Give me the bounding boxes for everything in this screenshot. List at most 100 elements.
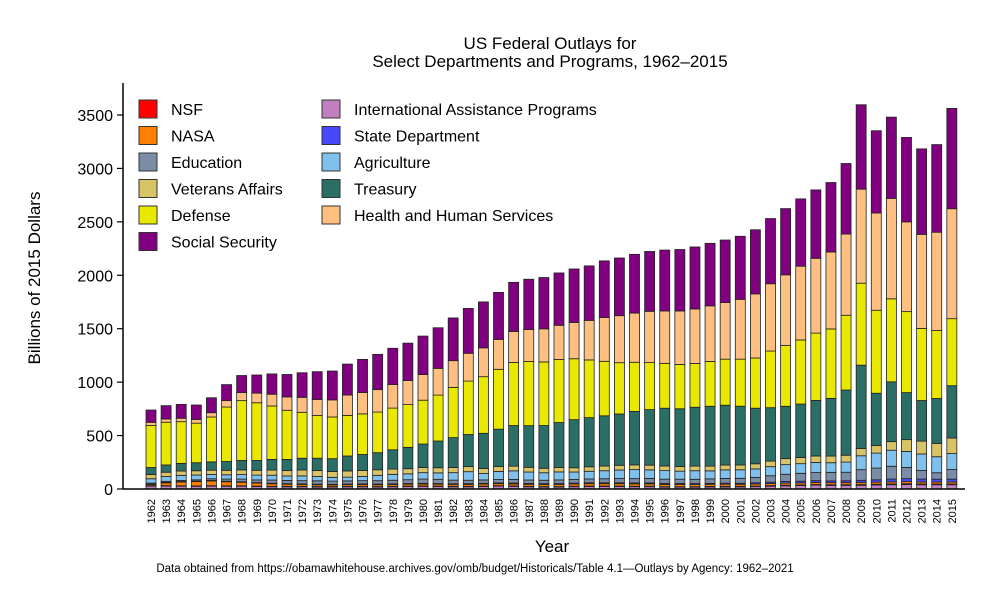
bar-segment-education-2006	[810, 472, 822, 482]
bar-segment-veterans-affairs-2012	[901, 439, 912, 452]
x-tick-label: 1981	[433, 499, 445, 523]
legend-item-defense: Defense	[138, 205, 231, 225]
bar-segment-veterans-affairs-1979	[402, 468, 414, 475]
bar-segment-agriculture-1999	[704, 470, 716, 480]
bar-segment-defense-1973	[311, 415, 323, 459]
x-tick-label: 1982	[448, 499, 460, 523]
bar-segment-treasury-1989	[553, 422, 565, 468]
legend-item-treasury: Treasury	[321, 179, 417, 199]
x-tick-label: 1970	[267, 499, 279, 523]
bar-segment-agriculture-1973	[311, 476, 323, 482]
bar-segment-social-security-1965	[190, 404, 202, 420]
bar-segment-veterans-affairs-1963	[160, 471, 172, 477]
bar-segment-treasury-2015	[946, 385, 958, 439]
bar-segment-treasury-2013	[916, 400, 928, 442]
bar-segment-agriculture-1988	[538, 472, 550, 481]
bar-segment-social-security-1982	[447, 317, 459, 362]
bar-segment-defense-1997	[674, 364, 686, 410]
bar-stack-2009: 2009	[855, 104, 868, 523]
bar-segment-veterans-affairs-1970	[266, 469, 278, 476]
bar-segment-agriculture-1980	[417, 472, 429, 480]
x-tick-label: 1968	[237, 499, 249, 523]
bar-segment-defense-1977	[372, 411, 384, 454]
bar-segment-veterans-affairs-1972	[296, 469, 308, 477]
bar-segment-education-1985	[493, 479, 504, 484]
bar-segment-defense-1979	[402, 404, 414, 448]
bar-segment-treasury-2011	[885, 381, 897, 443]
bar-segment-treasury-1996	[659, 407, 671, 467]
bar-segment-defense-2005	[795, 339, 807, 405]
bar-segment-treasury-2001	[734, 405, 746, 466]
bar-segment-health-and-human-services-1963	[160, 418, 172, 423]
bar-segment-defense-1994	[629, 361, 640, 412]
bar-segment-treasury-1977	[372, 452, 384, 471]
bar-segment-defense-1968	[236, 400, 248, 461]
bar-segment-defense-1996	[659, 362, 671, 409]
bar-segment-defense-2008	[840, 314, 852, 391]
bar-segment-health-and-human-services-1991	[583, 319, 595, 361]
bar-stack-1967: 1967	[221, 384, 234, 523]
bar-segment-education-1990	[568, 479, 580, 484]
legend: NSF NASA Education Veterans Affairs Defense S…	[138, 99, 597, 252]
bar-segment-agriculture-1977	[372, 474, 384, 482]
bar-segment-agriculture-2014	[931, 456, 943, 474]
x-tick-label: 1975	[342, 499, 354, 523]
bar-segment-health-and-human-services-2000	[719, 302, 731, 360]
bar-segment-agriculture-1996	[659, 470, 671, 480]
bar-segment-agriculture-1990	[568, 471, 580, 480]
bar-segment-education-2001	[734, 477, 746, 484]
bar-segment-health-and-human-services-1997	[674, 310, 686, 365]
bar-segment-agriculture-1963	[160, 476, 172, 482]
legend-label: Education	[171, 155, 242, 172]
bar-stack-1970: 1970	[266, 373, 279, 523]
bar-segment-veterans-affairs-1992	[598, 465, 610, 472]
y-tick-label: 2000	[77, 268, 113, 285]
bar-stack-2013: 2013	[916, 148, 929, 523]
bar-stack-1991: 1991	[583, 265, 596, 523]
bar-segment-agriculture-2010	[870, 452, 882, 469]
bar-segment-treasury-1978	[387, 449, 399, 470]
bar-segment-agriculture-1962	[145, 478, 157, 484]
bar-segment-veterans-affairs-2011	[885, 441, 897, 451]
bar-segment-veterans-affairs-1988	[538, 467, 550, 474]
x-tick-label: 1988	[539, 499, 551, 523]
bar-stack-1993: 1993	[614, 257, 626, 523]
bar-segment-social-security-2012	[901, 137, 912, 223]
bar-segment-treasury-1968	[236, 460, 248, 471]
bar-stack-2005: 2005	[795, 198, 808, 523]
bar-segment-education-1978	[387, 479, 399, 485]
x-tick-label: 1991	[584, 499, 596, 523]
x-tick-label: 1974	[327, 499, 339, 523]
bar-segment-agriculture-1995	[644, 469, 656, 479]
bar-segment-education-1983	[462, 479, 474, 485]
bar-stack-2010: 2010	[870, 130, 883, 523]
bar-segment-health-and-human-services-1972	[296, 396, 308, 413]
x-tick-label: 1964	[176, 499, 188, 523]
x-tick-label: 1969	[252, 499, 264, 523]
bar-segment-education-1995	[644, 478, 656, 484]
bar-segment-education-2007	[825, 471, 837, 482]
bar-segment-education-2010	[870, 467, 882, 481]
bar-stack-2012: 2012	[901, 137, 914, 523]
bar-segment-veterans-affairs-1981	[432, 467, 444, 474]
bar-segment-treasury-1963	[160, 464, 172, 473]
bar-segment-veterans-affairs-1977	[372, 469, 384, 476]
bar-segment-agriculture-1972	[296, 475, 308, 482]
bar-segment-veterans-affairs-1978	[387, 468, 399, 475]
bar-segment-state-department-2012	[901, 478, 912, 483]
bar-segment-treasury-1988	[538, 425, 550, 469]
bar-segment-treasury-1991	[583, 417, 595, 468]
x-tick-label: 2006	[811, 499, 823, 523]
bar-segment-treasury-1981	[432, 440, 444, 469]
bar-segment-social-security-1981	[432, 327, 444, 369]
y-tick-label: 3000	[77, 161, 113, 178]
bar-segment-health-and-human-services-2014	[931, 231, 943, 331]
bar-segment-agriculture-1974	[326, 476, 338, 482]
bar-segment-state-department-2014	[931, 478, 943, 483]
x-tick-label: 2001	[735, 499, 747, 523]
bar-stack-1974: 1974	[326, 370, 339, 523]
bar-segment-state-department-2011	[885, 478, 897, 483]
bar-segment-education-1968	[236, 478, 248, 483]
bar-segment-nasa-1968	[236, 481, 248, 487]
legend-label: Defense	[171, 208, 231, 225]
